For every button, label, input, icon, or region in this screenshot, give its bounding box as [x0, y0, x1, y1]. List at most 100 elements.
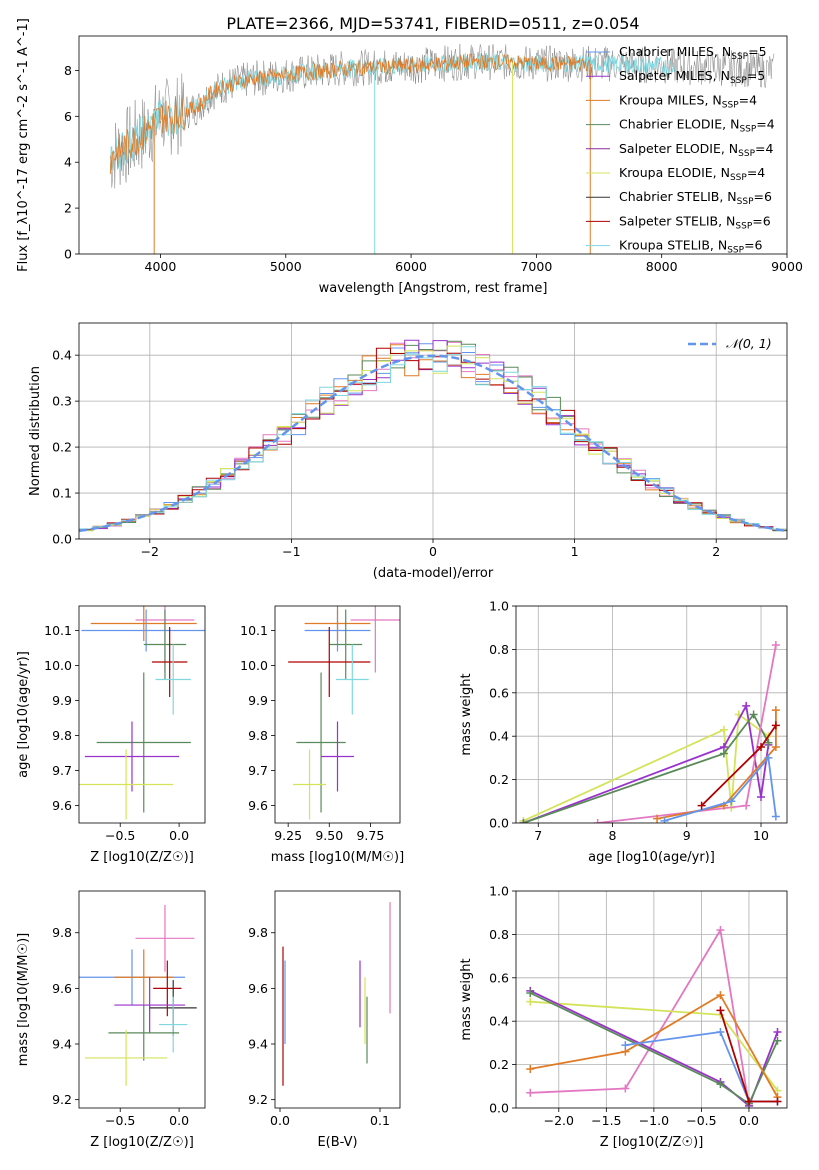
- y-tick-label: 9.8: [248, 925, 268, 940]
- legend-entry: Chabrier STELIB, NSSP=6: [619, 189, 772, 207]
- legend-entry: Kroupa STELIB, NSSP=6: [619, 238, 763, 256]
- weight-marker: [716, 991, 725, 1000]
- y-tick-label: 0.1: [52, 486, 72, 501]
- y-tick-label: 0.0: [489, 816, 509, 831]
- legend-subscript: SSP: [738, 149, 755, 159]
- x-tick-label: 7000: [520, 259, 552, 274]
- axes-weight-vs-age: 7 8 9 10 0.0 0.2 0.4 0.6 0.8 1.0 age [log10(age/yr…: [459, 599, 788, 865]
- errorbar-point: [159, 996, 188, 1053]
- legend-text: Kroupa ELODIE, N: [619, 165, 730, 180]
- x-tick-label: 0.0: [739, 1113, 759, 1128]
- x-tick-label: −2: [141, 544, 159, 559]
- y-tick-label: 1.0: [489, 599, 509, 614]
- axes-weight-vs-Z: −2.0 −1.5 −1.0 −0.5 0.0 0.0 0.2 0.4 0.6 0.8 1.0 Z […: [459, 884, 788, 1150]
- errorbar-point: [108, 1005, 180, 1061]
- weight-marker: [771, 812, 780, 821]
- weight-marker: [526, 997, 535, 1006]
- legend-subscript: SSP: [737, 197, 754, 207]
- x-axis-label: Z [log10(Z/Z☉)]: [90, 1135, 194, 1150]
- axes-mass-vs-ebv: 0.0 0.1 9.2 9.4 9.6 9.8 E(B-V): [248, 890, 401, 1150]
- weight-marker: [749, 710, 758, 719]
- weight-marker: [519, 819, 528, 823]
- weight-marker: [757, 792, 766, 801]
- y-tick-label: 0: [64, 247, 72, 262]
- y-tick-label: 2: [64, 201, 72, 216]
- plot-area-residual-histogram: [79, 323, 787, 539]
- y-tick-label: 0.2: [489, 772, 509, 787]
- weight-marker: [773, 1097, 782, 1106]
- x-axis-label: Z [log10(Z/Z☉)]: [600, 1135, 704, 1150]
- plot-area-spectrum: [109, 43, 775, 254]
- weight-marker: [719, 749, 728, 758]
- weight-marker: [526, 1064, 535, 1073]
- legend-text: Chabrier ELODIE, N: [619, 117, 739, 132]
- weight-marker: [653, 814, 662, 823]
- legend-text: Chabrier STELIB, N: [619, 189, 737, 204]
- legend-subscript: SSP: [735, 221, 752, 231]
- errorbar-point: [114, 949, 174, 1006]
- weight-marker: [716, 1006, 725, 1015]
- weight-marker: [757, 743, 766, 752]
- weight-marker: [593, 819, 602, 823]
- weight-marker: [716, 1028, 725, 1037]
- legend-entry: Salpeter ELODIE, NSSP=4: [619, 141, 774, 159]
- legend-text: Kroupa MILES, N: [619, 92, 722, 107]
- weight-marker: [716, 1080, 725, 1089]
- weight-marker: [764, 753, 773, 762]
- weight-marker: [526, 988, 535, 997]
- plots: 4000 5000 6000 7000 8000 9000 0 2 4 6 8 wavelength …: [16, 18, 803, 1150]
- y-tick-label: 9.8: [52, 728, 72, 743]
- legend-subscript: SSP: [727, 246, 744, 256]
- weight-marker: [773, 1036, 782, 1045]
- errorbar-point: [81, 609, 205, 652]
- y-tick-label: 9.9: [52, 693, 72, 708]
- plot-area-mass-vs-Z: [79, 904, 197, 1086]
- y-tick-label: 9.8: [52, 925, 72, 940]
- x-tick-label: 6000: [395, 259, 427, 274]
- x-axis-label: wavelength [Angstrom, rest frame]: [319, 281, 548, 296]
- weight-marker: [660, 816, 669, 823]
- y-tick-label: 0.4: [489, 1014, 509, 1029]
- spectrum-model-chabrier-stelib: [110, 43, 775, 189]
- y-tick-label: 0.0: [489, 1101, 509, 1116]
- weight-marker: [727, 797, 736, 806]
- x-tick-label: 0.0: [270, 1113, 290, 1128]
- y-tick-label: 8: [64, 63, 72, 78]
- y-axis-label: Normed distribution: [28, 366, 43, 496]
- legend-text: Chabrier MILES, N: [619, 44, 731, 59]
- histogram-step: [79, 346, 787, 530]
- weight-series: [656, 710, 777, 820]
- legend-value: =4: [747, 165, 765, 180]
- legend-subscript: SSP: [739, 125, 756, 135]
- x-tick-label: 9.25: [274, 828, 302, 843]
- errorbar-point: [288, 627, 371, 697]
- legend-entry: Chabrier ELODIE, NSSP=4: [619, 117, 775, 135]
- weight-marker: [744, 1097, 753, 1106]
- axes-frame: [78, 322, 788, 540]
- weight-marker: [742, 701, 751, 710]
- x-tick-label: −0.5: [105, 1113, 135, 1128]
- x-tick-label: −1.0: [639, 1113, 669, 1128]
- y-axis-label: age [log10(age/yr)]: [16, 651, 31, 778]
- plot-area-mass-vs-ebv: [282, 902, 391, 1086]
- legend-entry: Salpeter STELIB, NSSP=6: [619, 213, 771, 231]
- x-tick-label: 2: [712, 544, 720, 559]
- y-axis-label: mass weight: [459, 673, 474, 755]
- x-tick-label: −1.5: [591, 1113, 621, 1128]
- x-tick-label: 0: [429, 544, 437, 559]
- weight-marker: [773, 1028, 782, 1037]
- axes-frame: [78, 605, 206, 824]
- x-tick-label: 1: [571, 544, 579, 559]
- legend-entry: Kroupa MILES, NSSP=4: [619, 92, 757, 110]
- errorbar-point: [135, 904, 195, 972]
- x-tick-label: −0.5: [686, 1113, 716, 1128]
- x-tick-label: 8000: [646, 259, 678, 274]
- weight-marker: [771, 641, 780, 650]
- legend-value: =4: [755, 141, 773, 156]
- y-tick-label: 9.6: [248, 798, 268, 813]
- axes-frame: [274, 605, 401, 824]
- y-tick-label: 10.0: [240, 658, 268, 673]
- x-axis-label: E(B-V): [317, 1135, 357, 1150]
- y-axis-label: mass weight: [459, 958, 474, 1040]
